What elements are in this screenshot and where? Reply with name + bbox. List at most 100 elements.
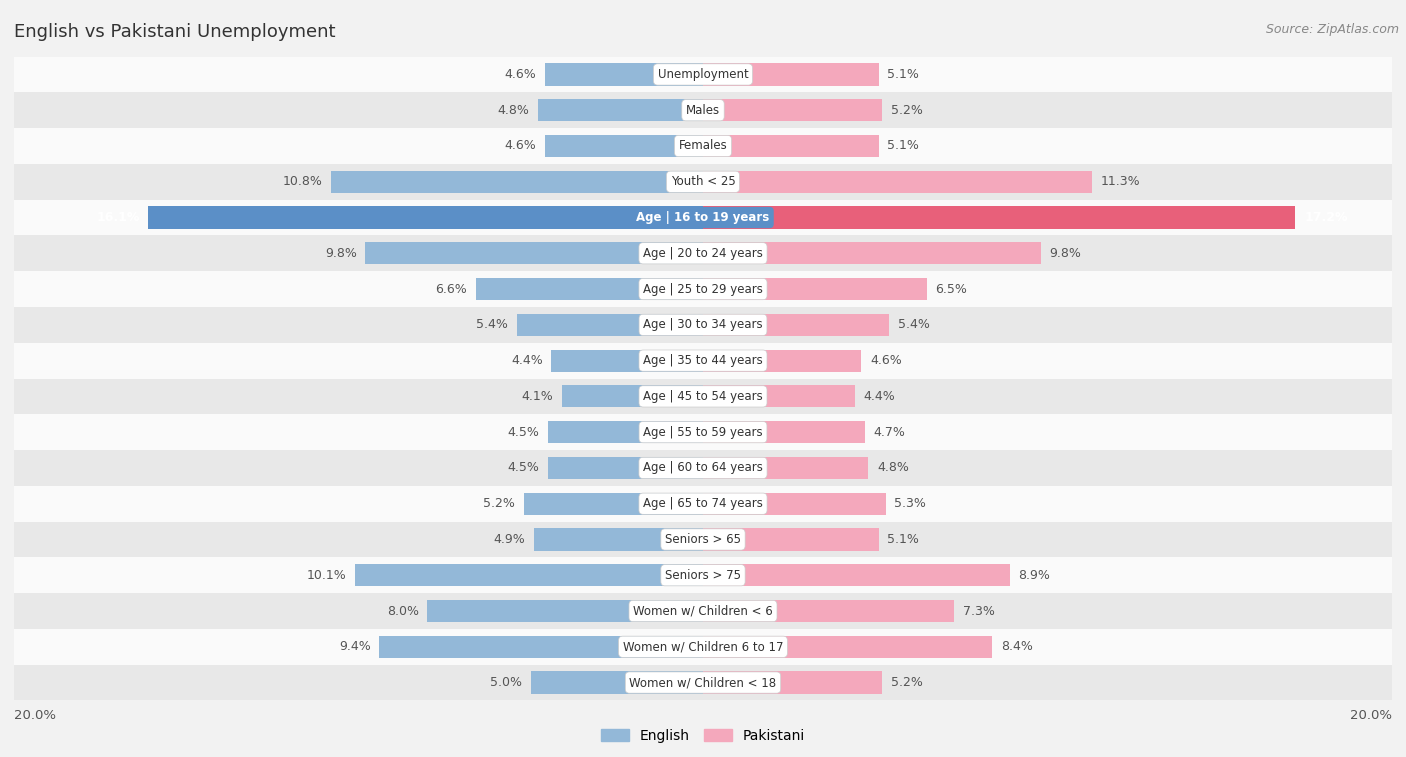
Bar (703, 456, 869, 479)
Bar (703, 671, 882, 693)
Bar (14, 414, 1392, 450)
Bar (14, 629, 1392, 665)
Text: 5.1%: 5.1% (887, 68, 920, 81)
Text: Males: Males (686, 104, 720, 117)
Text: Youth < 25: Youth < 25 (671, 176, 735, 188)
Text: 4.4%: 4.4% (863, 390, 896, 403)
Text: 20.0%: 20.0% (1350, 709, 1392, 722)
Text: Age | 45 to 54 years: Age | 45 to 54 years (643, 390, 763, 403)
Text: 5.1%: 5.1% (887, 533, 920, 546)
Bar (548, 421, 703, 444)
Bar (14, 271, 1392, 307)
Text: 10.1%: 10.1% (307, 569, 346, 581)
Bar (703, 170, 1092, 193)
Text: 6.6%: 6.6% (436, 282, 467, 295)
Bar (14, 235, 1392, 271)
Bar (548, 456, 703, 479)
Text: Seniors > 75: Seniors > 75 (665, 569, 741, 581)
Text: Women w/ Children 6 to 17: Women w/ Children 6 to 17 (623, 640, 783, 653)
Bar (517, 313, 703, 336)
Bar (703, 278, 927, 301)
Text: 6.5%: 6.5% (935, 282, 967, 295)
Text: 4.6%: 4.6% (870, 354, 901, 367)
Text: 5.2%: 5.2% (484, 497, 515, 510)
Text: 5.4%: 5.4% (477, 319, 509, 332)
Text: 10.8%: 10.8% (283, 176, 322, 188)
Text: 4.6%: 4.6% (505, 68, 536, 81)
Text: 9.4%: 9.4% (339, 640, 371, 653)
Bar (703, 242, 1040, 264)
Text: Source: ZipAtlas.com: Source: ZipAtlas.com (1265, 23, 1399, 36)
Bar (544, 64, 703, 86)
Bar (14, 665, 1392, 700)
Text: 11.3%: 11.3% (1101, 176, 1140, 188)
Text: 5.4%: 5.4% (897, 319, 929, 332)
Bar (14, 164, 1392, 200)
Bar (544, 135, 703, 157)
Bar (14, 486, 1392, 522)
Bar (562, 385, 703, 407)
Text: Women w/ Children < 6: Women w/ Children < 6 (633, 605, 773, 618)
Text: 5.3%: 5.3% (894, 497, 927, 510)
Bar (703, 493, 886, 515)
Bar (703, 207, 1295, 229)
Bar (14, 57, 1392, 92)
Text: Unemployment: Unemployment (658, 68, 748, 81)
Text: 5.2%: 5.2% (891, 676, 922, 689)
Bar (14, 343, 1392, 378)
Bar (14, 522, 1392, 557)
Text: Age | 30 to 34 years: Age | 30 to 34 years (643, 319, 763, 332)
Legend: English, Pakistani: English, Pakistani (600, 729, 806, 743)
Bar (534, 528, 703, 550)
Bar (531, 671, 703, 693)
Text: Women w/ Children < 18: Women w/ Children < 18 (630, 676, 776, 689)
Text: 4.4%: 4.4% (510, 354, 543, 367)
Bar (356, 564, 703, 587)
Text: 5.2%: 5.2% (891, 104, 922, 117)
Bar (14, 557, 1392, 593)
Text: 5.0%: 5.0% (491, 676, 522, 689)
Bar (703, 313, 889, 336)
Text: 9.8%: 9.8% (325, 247, 357, 260)
Bar (703, 385, 855, 407)
Text: 7.3%: 7.3% (963, 605, 995, 618)
Text: English vs Pakistani Unemployment: English vs Pakistani Unemployment (14, 23, 336, 41)
Text: Age | 16 to 19 years: Age | 16 to 19 years (637, 211, 769, 224)
Bar (703, 636, 993, 658)
Text: Age | 35 to 44 years: Age | 35 to 44 years (643, 354, 763, 367)
Text: Seniors > 65: Seniors > 65 (665, 533, 741, 546)
Bar (524, 493, 703, 515)
Text: 20.0%: 20.0% (14, 709, 56, 722)
Text: 16.1%: 16.1% (97, 211, 139, 224)
Bar (14, 128, 1392, 164)
Bar (330, 170, 703, 193)
Bar (703, 564, 1010, 587)
Bar (14, 378, 1392, 414)
Bar (427, 600, 703, 622)
Text: 8.4%: 8.4% (1001, 640, 1033, 653)
Bar (703, 99, 882, 121)
Bar (703, 421, 865, 444)
Bar (149, 207, 703, 229)
Text: Age | 25 to 29 years: Age | 25 to 29 years (643, 282, 763, 295)
Text: Age | 65 to 74 years: Age | 65 to 74 years (643, 497, 763, 510)
Text: Females: Females (679, 139, 727, 152)
Text: 4.6%: 4.6% (505, 139, 536, 152)
Text: Age | 20 to 24 years: Age | 20 to 24 years (643, 247, 763, 260)
Bar (551, 350, 703, 372)
Bar (380, 636, 703, 658)
Bar (703, 350, 862, 372)
Bar (366, 242, 703, 264)
Text: 4.1%: 4.1% (522, 390, 553, 403)
Text: 8.0%: 8.0% (387, 605, 419, 618)
Text: Age | 60 to 64 years: Age | 60 to 64 years (643, 462, 763, 475)
Text: 4.5%: 4.5% (508, 425, 540, 438)
Bar (14, 450, 1392, 486)
Text: 17.2%: 17.2% (1305, 211, 1347, 224)
Bar (703, 528, 879, 550)
Text: 4.9%: 4.9% (494, 533, 526, 546)
Text: Age | 55 to 59 years: Age | 55 to 59 years (643, 425, 763, 438)
Bar (537, 99, 703, 121)
Text: 5.1%: 5.1% (887, 139, 920, 152)
Text: 8.9%: 8.9% (1018, 569, 1050, 581)
